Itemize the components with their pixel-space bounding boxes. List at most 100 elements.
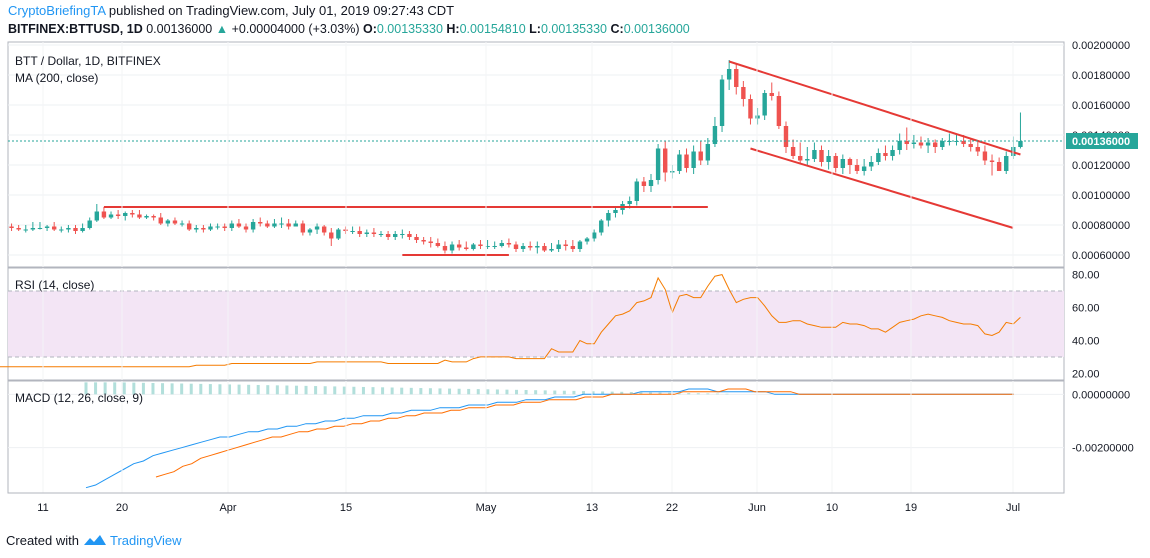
rsi-tick-label: 80.00 xyxy=(1072,270,1100,282)
candle-body xyxy=(201,228,206,230)
candle-body xyxy=(194,228,199,230)
candle-body xyxy=(513,244,519,249)
candle-body xyxy=(385,234,391,237)
candle-body xyxy=(691,151,696,168)
candle-body xyxy=(364,232,369,234)
candle-body xyxy=(542,246,547,251)
candle-body xyxy=(982,151,988,161)
candle-body xyxy=(9,226,14,228)
candle-body xyxy=(968,144,973,147)
rsi-pane[interactable] xyxy=(0,267,1065,381)
macd-histogram-bar xyxy=(141,382,145,395)
last-price-tag: 0.00136000 xyxy=(1066,133,1138,149)
candle-body xyxy=(172,220,178,224)
candle-body xyxy=(471,244,476,249)
candle-body xyxy=(80,228,85,231)
candle-body xyxy=(151,216,156,218)
candle-body xyxy=(279,223,284,225)
candle-body xyxy=(897,141,902,150)
candle-body xyxy=(186,223,192,230)
candle-body xyxy=(250,222,256,230)
publish-info: published on TradingView.com, July 01, 2… xyxy=(108,3,455,18)
candle-body xyxy=(641,181,647,186)
rsi-tick-label: 60.00 xyxy=(1072,303,1100,315)
macd-histogram-bar xyxy=(180,383,184,395)
candle-body xyxy=(726,69,732,80)
candle-body xyxy=(343,229,348,231)
candle-body xyxy=(748,99,753,119)
candle-body xyxy=(734,69,739,87)
x-axis: 11 20 Apr 15 May 13 22 Jun 10 19 Jul xyxy=(8,42,1064,514)
candle-body xyxy=(698,151,703,161)
candle-body xyxy=(755,115,760,119)
price-grid xyxy=(8,44,1064,256)
macd-histogram-bar xyxy=(113,382,117,395)
candle-body xyxy=(158,217,163,224)
signal-line xyxy=(155,388,1014,478)
candle-body xyxy=(591,232,597,239)
macd-histogram-bar xyxy=(715,393,719,395)
candle-body xyxy=(115,214,121,216)
tradingview-link[interactable]: TradingView xyxy=(110,533,182,548)
macd-pane[interactable] xyxy=(7,380,1065,494)
candle-body xyxy=(719,79,725,126)
macd-histogram-bar xyxy=(505,389,509,395)
macd-histogram-bar xyxy=(103,382,107,395)
macd-histogram-bar xyxy=(677,392,681,395)
macd-histogram-bar xyxy=(228,384,232,395)
macd-histogram-bar xyxy=(266,385,270,395)
candle-body xyxy=(570,246,576,249)
candle-body xyxy=(883,153,888,156)
macd-tick-label: -0.00200000 xyxy=(1072,443,1134,455)
ohlc-line: BITFINEX:BTTUSD, 1D 0.00136000 ▲ +0.0000… xyxy=(8,22,690,36)
price-tick-label: 0.00080000 xyxy=(1072,220,1130,232)
macd-histogram-bar xyxy=(601,391,605,395)
macd-histogram-bar xyxy=(467,388,471,395)
candle-body xyxy=(854,165,860,171)
macd-histogram-bar xyxy=(237,384,241,395)
candle-body xyxy=(904,141,909,144)
candle-body xyxy=(1004,156,1009,171)
macd-histogram-bar xyxy=(381,387,385,395)
low-label: L: xyxy=(529,22,541,36)
macd-histogram-bar xyxy=(668,392,672,395)
candle-body xyxy=(243,226,249,230)
candle-body xyxy=(101,211,107,218)
candle-body xyxy=(300,223,306,233)
open-label: O: xyxy=(362,22,377,36)
candle-body xyxy=(286,223,291,227)
candle-body xyxy=(272,223,277,227)
candle-body xyxy=(215,226,220,228)
candle-body xyxy=(677,154,682,171)
macd-histogram-bar xyxy=(648,392,652,395)
candle-body xyxy=(648,180,654,186)
candle-body xyxy=(833,156,838,168)
author-link[interactable]: CryptoBriefingTA xyxy=(8,3,106,18)
candle-body xyxy=(208,226,213,230)
candle-body xyxy=(130,213,135,215)
macd-histogram-bar xyxy=(256,384,260,395)
candle-body xyxy=(393,234,398,237)
candle-body xyxy=(762,93,767,116)
macd-histogram-bar xyxy=(725,393,729,395)
candle-body xyxy=(890,150,895,156)
price-pane[interactable] xyxy=(7,41,1065,268)
macd-histogram-bar xyxy=(400,387,404,395)
rsi-axis: 80.00 60.00 40.00 20.00 xyxy=(1072,270,1100,381)
candle-body xyxy=(812,150,817,159)
candle-body xyxy=(606,213,611,221)
candle-body xyxy=(528,246,533,248)
candle-body xyxy=(428,241,433,243)
candle-body xyxy=(563,244,568,246)
close-label: C: xyxy=(610,22,624,36)
candle-body xyxy=(492,246,497,247)
channel-lower-trendline xyxy=(750,147,1014,229)
macd-tick-label: 0.00000000 xyxy=(1072,389,1130,401)
macd-histogram-bar xyxy=(476,389,480,395)
macd-histogram-bar xyxy=(84,382,88,395)
last-price-label: 0.00136000 xyxy=(1072,136,1130,148)
candle-body xyxy=(932,142,938,147)
candle-body xyxy=(613,210,618,213)
price-tick-label: 0.00060000 xyxy=(1072,250,1130,262)
